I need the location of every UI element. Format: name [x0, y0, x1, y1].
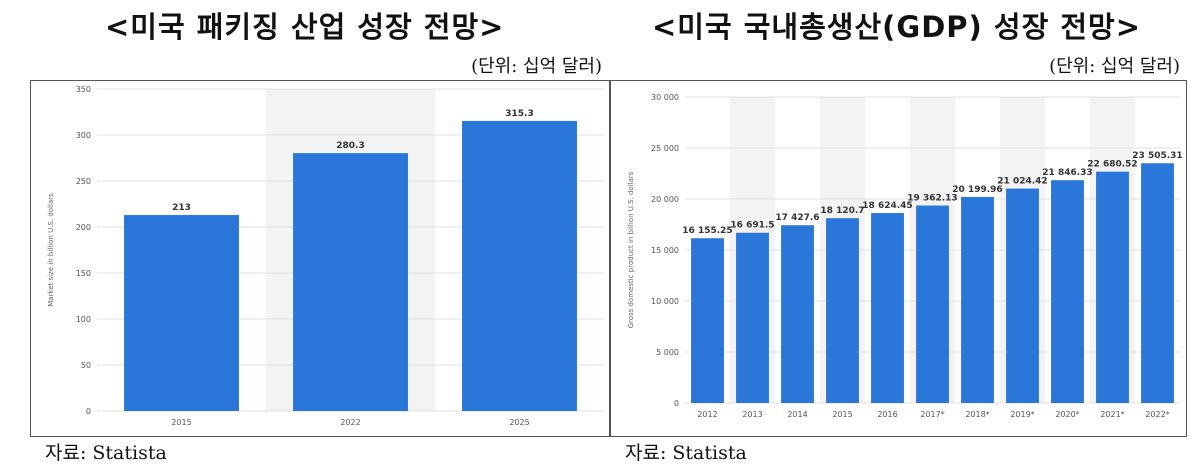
gdp-data-label: 23 505.31	[1132, 151, 1182, 161]
gdp-data-label: 18 120.7	[820, 206, 864, 216]
packaging-chart-panel: 0 50 100 150 200 250 300 350 Market size in bill…	[30, 80, 610, 437]
gdp-bar	[916, 205, 949, 403]
gdp-ytick-label: 0	[674, 399, 679, 408]
gdp-ytick-label: 10 000	[651, 297, 679, 306]
gdp-bar-chart: 0 5 000 10 000 15 000 20 000 25 000 30 000 Gros…	[627, 93, 1183, 419]
packaging-bar-chart: 0 50 100 150 200 250 300 350 Market size in bill…	[47, 85, 604, 427]
chart-title-packaging: <미국 패키징 산업 성장 전망>	[105, 10, 505, 44]
packaging-ytick-label: 300	[76, 131, 91, 140]
gdp-ytick-label: 20 000	[651, 195, 679, 204]
gdp-category-label: 2014	[787, 410, 807, 419]
gdp-bar	[871, 213, 904, 403]
gdp-data-label: 22 680.52	[1087, 160, 1137, 170]
packaging-ytick-label: 150	[76, 269, 91, 278]
gdp-bar	[826, 218, 859, 403]
gdp-data-label: 19 362.13	[907, 194, 957, 204]
gdp-bar	[1006, 188, 1039, 403]
packaging-bar	[462, 120, 577, 411]
gdp-ytick-label: 5 000	[656, 348, 679, 357]
gdp-category-label: 2022*	[1145, 410, 1169, 419]
packaging-ytick-label: 350	[76, 85, 91, 94]
packaging-y-axis-title: Market size in billion U.S. dollars	[47, 193, 55, 307]
gdp-bar	[1096, 171, 1129, 403]
gdp-data-label: 20 199.96	[952, 185, 1002, 195]
gdp-data-label: 16 155.25	[682, 226, 732, 236]
gdp-category-label: 2018*	[965, 410, 989, 419]
packaging-data-label: 280.3	[336, 141, 364, 151]
source-note-gdp: 자료: Statista	[625, 442, 747, 464]
gdp-category-label: 2016	[877, 410, 897, 419]
gdp-bar	[1051, 180, 1084, 403]
gdp-category-label: 2021*	[1100, 410, 1124, 419]
packaging-data-label: 315.3	[505, 109, 533, 119]
gdp-category-label: 2013	[742, 410, 762, 419]
gdp-category-label: 2015	[832, 410, 852, 419]
gdp-bar	[691, 238, 724, 403]
gdp-bar	[781, 225, 814, 403]
packaging-ytick-label: 200	[76, 223, 91, 232]
packaging-category-label: 2022	[340, 418, 360, 427]
packaging-bar	[124, 215, 239, 411]
gdp-category-label: 2017*	[920, 410, 944, 419]
gdp-data-label: 21 024.42	[997, 177, 1047, 187]
packaging-data-label: 213	[172, 203, 191, 213]
gdp-bar	[1141, 163, 1174, 403]
gdp-data-label: 17 427.6	[775, 213, 819, 223]
gdp-chart-panel: 0 5 000 10 000 15 000 20 000 25 000 30 000 Gros…	[610, 80, 1187, 437]
gdp-category-label: 2012	[697, 410, 717, 419]
gdp-ytick-label: 30 000	[651, 93, 679, 102]
gdp-data-label: 18 624.45	[862, 201, 912, 211]
gdp-y-axis-title: Gross domestic product in billion U.S. d…	[627, 171, 635, 328]
packaging-ytick-label: 50	[81, 361, 91, 370]
packaging-ytick-label: 100	[76, 315, 91, 324]
gdp-category-label: 2020*	[1055, 410, 1079, 419]
packaging-ytick-label: 250	[76, 177, 91, 186]
unit-label-packaging: (단위: 십억 달러)	[471, 56, 602, 77]
gdp-data-label: 21 846.33	[1042, 168, 1092, 178]
gdp-bar	[736, 232, 769, 403]
gdp-data-label: 16 691.5	[730, 221, 774, 231]
gdp-category-label: 2019*	[1010, 410, 1034, 419]
gdp-bar	[961, 196, 994, 403]
source-note-packaging: 자료: Statista	[45, 442, 167, 464]
unit-label-gdp: (단위: 십억 달러)	[1049, 56, 1180, 77]
packaging-category-label: 2025	[509, 418, 529, 427]
chart-title-gdp: <미국 국내총생산(GDP) 성장 전망>	[652, 10, 1142, 44]
packaging-category-label: 2015	[171, 418, 191, 427]
packaging-ytick-label: 0	[86, 407, 91, 416]
packaging-bar	[293, 153, 408, 411]
gdp-ytick-label: 25 000	[651, 144, 679, 153]
gdp-ytick-label: 15 000	[651, 246, 679, 255]
